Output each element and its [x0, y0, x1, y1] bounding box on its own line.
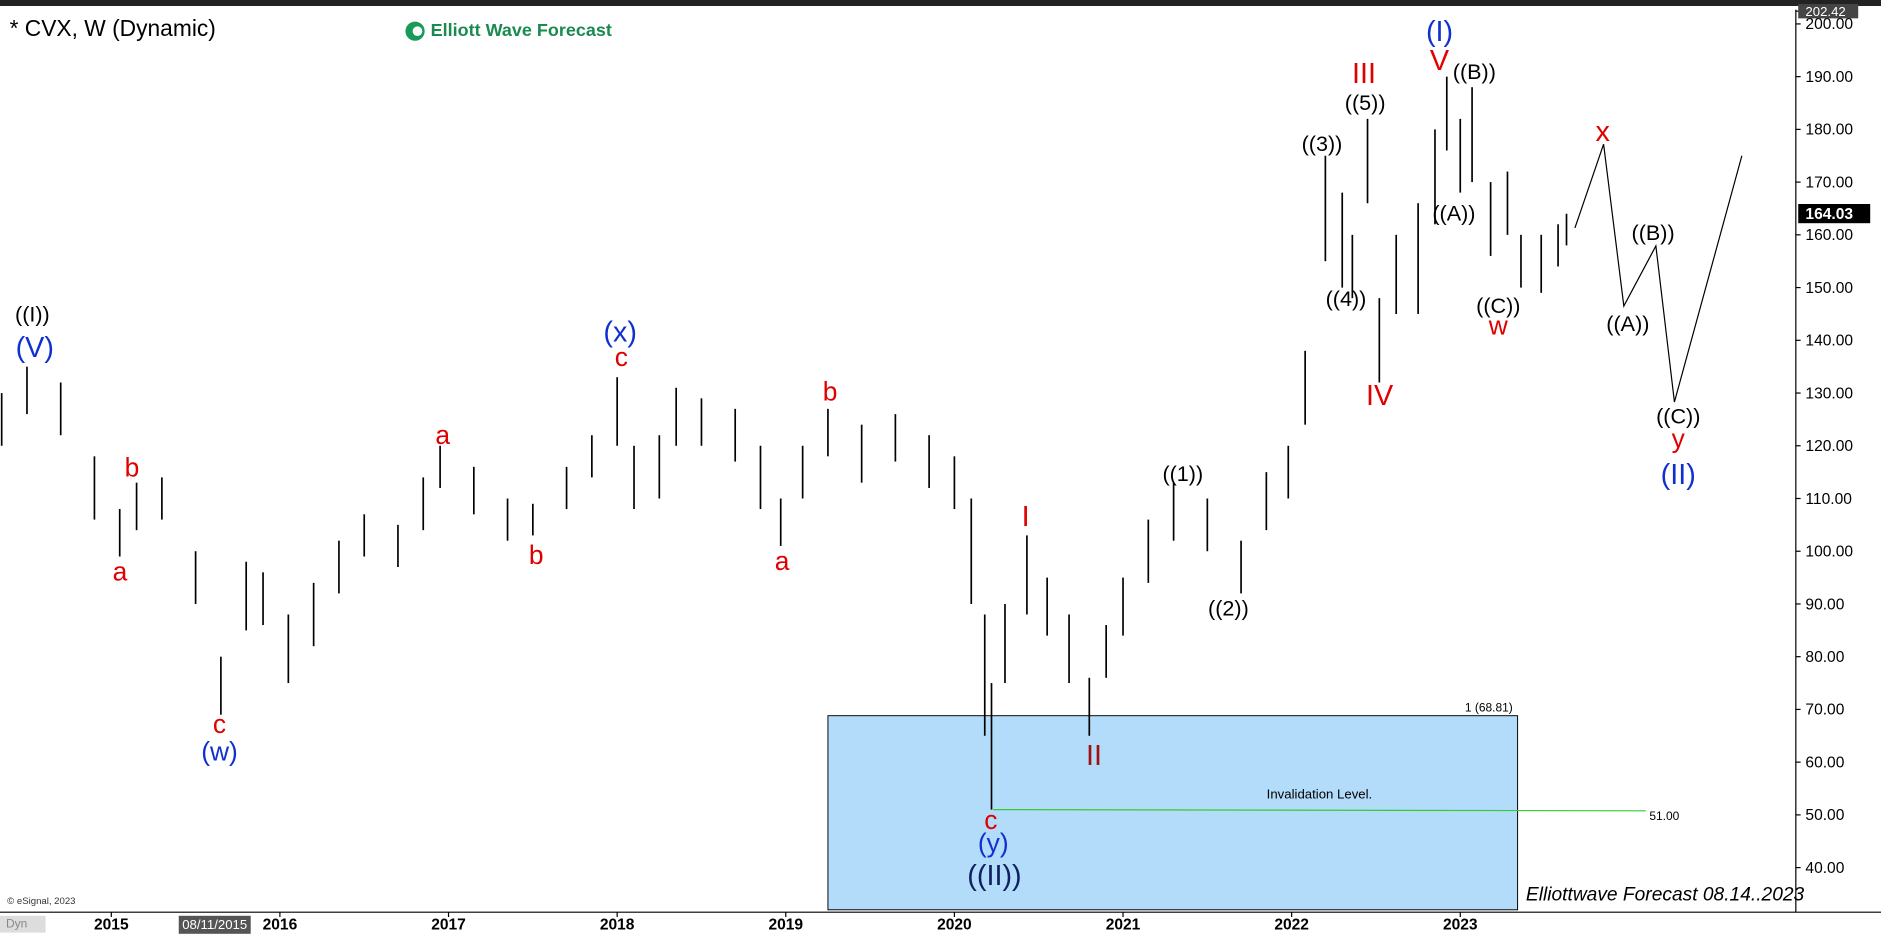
wave-label: I [1022, 501, 1030, 533]
wave-label: ((5)) [1345, 90, 1386, 115]
y-tick-label: 200.00 [1805, 16, 1853, 33]
wave-label: a [435, 420, 450, 450]
wave-label: (y) [978, 828, 1009, 858]
zone-label: 1 (68.81) [1465, 701, 1513, 715]
last-price-box [1798, 203, 1871, 224]
brand-logo-inner [412, 26, 423, 37]
wave-label: (II) [1661, 459, 1696, 491]
wave-label: ((C)) [1656, 403, 1700, 428]
y-top-box [1798, 3, 1859, 19]
cursor-date: 08/11/2015 [182, 917, 247, 932]
cursor-date-box [178, 915, 251, 934]
x-tick-label: 2022 [1274, 917, 1309, 934]
wave-label: ((B)) [1632, 220, 1675, 245]
wave-label: (x) [603, 316, 637, 348]
x-tick-label: 2016 [263, 917, 298, 934]
wave-label: ((B)) [1453, 59, 1496, 84]
x-tick-label: 2021 [1106, 917, 1141, 934]
wave-label: c [984, 805, 997, 835]
x-tick-label: 2019 [768, 917, 803, 934]
wave-label: ((4)) [1326, 286, 1367, 311]
wave-label: c [615, 342, 628, 372]
y-tick-label: 202.42 [1805, 4, 1845, 19]
y-tick-label: 60.00 [1805, 754, 1844, 771]
x-tick-label: 2015 [94, 917, 129, 934]
y-tick-label: 40.00 [1805, 860, 1844, 877]
last-price-label: 164.03 [1805, 206, 1853, 223]
brand: Elliott Wave Forecast [431, 20, 612, 40]
wave-label: ((A)) [1606, 311, 1649, 336]
invalidation-text: Invalidation Level. [1267, 787, 1373, 802]
wave-label: ((A)) [1432, 201, 1475, 226]
wave-label: a [113, 557, 128, 587]
wave-label: III [1352, 58, 1376, 90]
wave-label: b [529, 540, 544, 570]
wave-label: c [213, 709, 226, 739]
target-zone [827, 715, 1519, 911]
wave-label: ((1)) [1162, 461, 1203, 486]
plot: 1 (68.81) Invalidation Level. 51.00 ((I)) (V… [0, 16, 1743, 911]
wave-label: ((3)) [1302, 131, 1343, 156]
wave-label: II [1086, 740, 1102, 772]
y-tick-label: 190.00 [1805, 69, 1853, 86]
mode-box [0, 915, 46, 933]
wave-label: (I) [1426, 16, 1453, 48]
y-tick-label: 170.00 [1805, 174, 1853, 191]
wave-label: w [1488, 311, 1509, 341]
x-tick-label: 2023 [1443, 917, 1478, 934]
y-tick-label: 90.00 [1805, 596, 1844, 613]
wave-label: a [775, 546, 790, 576]
y-tick-label: 70.00 [1805, 702, 1844, 719]
top-border [0, 0, 1881, 7]
y-tick-label: 120.00 [1805, 438, 1853, 455]
chart-title: * CVX, W (Dynamic) [10, 15, 216, 41]
footer: Elliottwave Forecast 08.14..2023 [1526, 884, 1805, 905]
wave-label: (V) [16, 332, 54, 364]
projection-line [1574, 143, 1743, 403]
wave-label: b [125, 452, 140, 482]
wave-label: IV [1366, 380, 1394, 412]
x-tick-label: 2018 [600, 917, 635, 934]
y-tick-label: 100.00 [1805, 544, 1853, 561]
wave-label: V [1430, 45, 1450, 77]
x-tick-label: 2017 [431, 917, 466, 934]
y-tick-label: 130.00 [1805, 385, 1853, 402]
wave-label: ((2)) [1208, 595, 1249, 620]
invalidation-value: 51.00 [1649, 809, 1679, 823]
wave-label: ((I)) [15, 301, 50, 326]
y-tick-label: 150.00 [1805, 280, 1853, 297]
x-tick-label: 2020 [937, 917, 972, 934]
y-tick-label: 180.00 [1805, 122, 1853, 139]
y-tick-label: 50.00 [1805, 807, 1844, 824]
wave-label: (w) [201, 737, 238, 767]
wave-label: b [823, 377, 838, 407]
y-tick-label: 140.00 [1805, 333, 1853, 350]
wave-label: x [1595, 116, 1610, 148]
wave-label: y [1672, 423, 1686, 453]
invalidation-line [993, 809, 1646, 812]
y-tick-label: 80.00 [1805, 649, 1844, 666]
copyright: © eSignal, 2023 [7, 896, 75, 907]
wave-label: ((II)) [967, 860, 1021, 892]
y-tick-label: 160.00 [1805, 227, 1853, 244]
y-tick-label: 110.00 [1805, 491, 1852, 508]
wave-label: ((C)) [1476, 293, 1520, 318]
mode-label: Dyn [6, 916, 27, 930]
